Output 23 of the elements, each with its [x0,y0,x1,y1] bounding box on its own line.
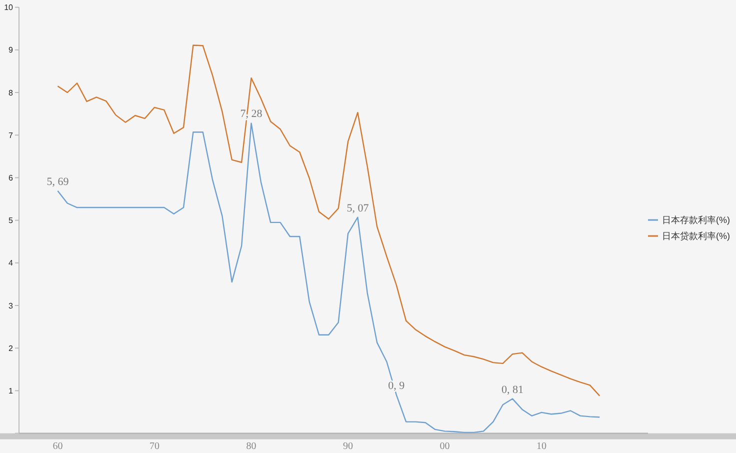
annotation: 0, 81 [502,384,524,396]
legend-label: 日本贷款利率(%) [662,231,730,242]
x-tick-label: 10 [536,441,547,452]
x-tick-label: 00 [440,441,450,452]
x-tick-label: 60 [52,441,63,452]
y-tick-label: 5 [8,216,14,226]
y-tick-label: 1 [8,386,14,396]
legend-label: 日本存款利率(%) [662,215,730,226]
y-tick-label: 2 [8,344,14,353]
line-series [57,122,600,434]
x-tick-label: 90 [343,441,354,452]
y-tick-label: 7 [8,130,14,140]
y-tick-label: 9 [8,46,14,55]
y-tick-label: 3 [8,301,14,310]
annotation: 5, 07 [346,202,370,214]
x-tick-label: 70 [149,441,160,452]
y-tick-label: 4 [8,258,14,268]
y-tick-label: 8 [8,88,14,98]
annotation: 5, 69 [46,176,70,188]
y-tick-label: 10 [4,3,14,12]
y-tick-label: 6 [8,174,14,182]
x-tick-label: 80 [246,441,256,452]
line-series [57,44,600,396]
